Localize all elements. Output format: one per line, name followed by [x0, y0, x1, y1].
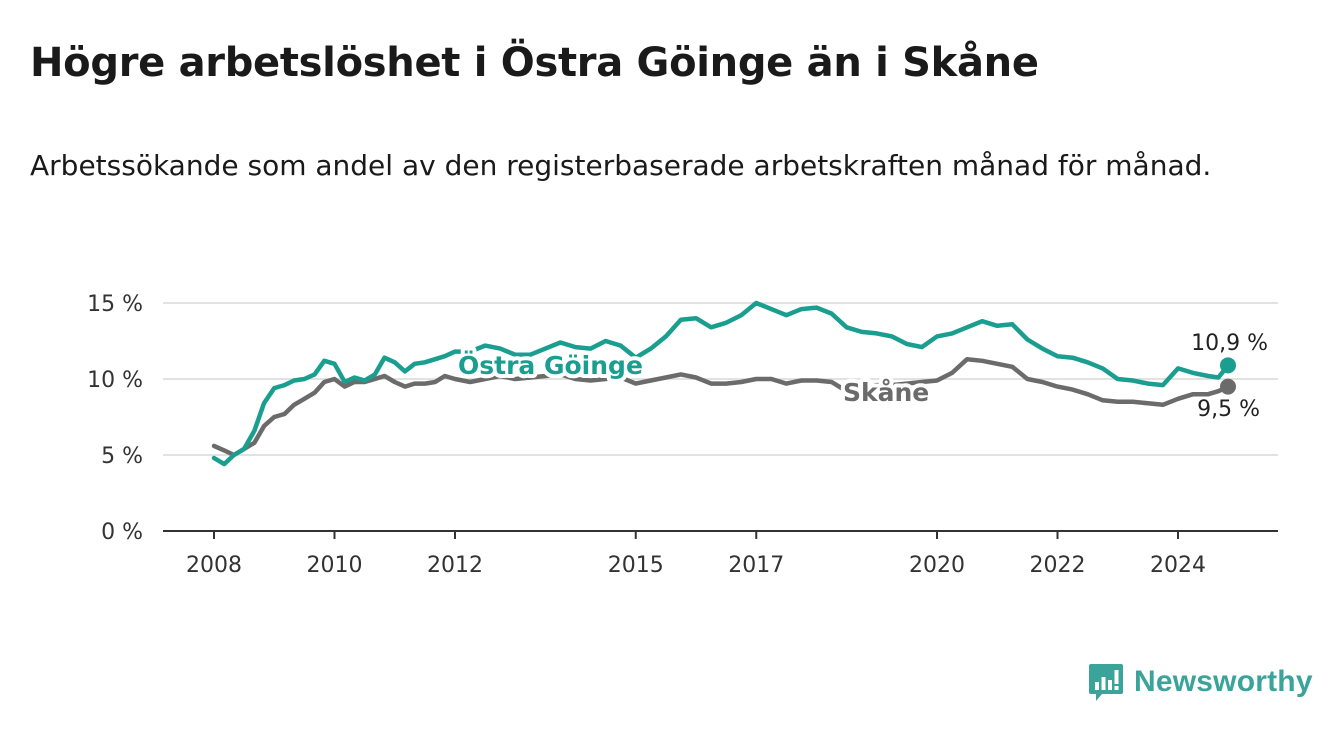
chart-title: Högre arbetslöshet i Östra Göinge än i S…: [30, 40, 1039, 86]
x-tick-label-2022: 2022: [1029, 553, 1085, 578]
end-value-label-ostra-goinge: 10,9 %: [1191, 331, 1268, 356]
series-lines: [211, 300, 1236, 467]
y-tick-label-10: 10 %: [87, 368, 143, 393]
newsworthy-logo-icon: [1089, 664, 1123, 701]
series-label-skane: Skåne: [843, 378, 929, 407]
x-tick-label-2015: 2015: [608, 553, 664, 578]
end-point-ostra-goinge: [1220, 357, 1236, 374]
y-tick-label-15: 15 %: [87, 292, 143, 317]
x-tick-label-2020: 2020: [909, 553, 965, 578]
newsworthy-logo: Newsworthy: [1088, 660, 1313, 704]
series-line-ostra-goinge: [211, 300, 1231, 467]
y-tick-label-0: 0 %: [101, 520, 143, 545]
series-label-ostra-goinge: Östra Göinge: [458, 350, 643, 380]
x-tick-label-2012: 2012: [427, 553, 483, 578]
series-label-skane-halo: Skåne: [843, 378, 929, 407]
chart-subtitle: Arbetssökande som andel av den registerb…: [30, 149, 1212, 182]
grid-lines: [163, 302, 1278, 532]
end-value-label-skane: 9,5 %: [1197, 397, 1260, 422]
series-line-skane: [211, 356, 1231, 458]
end-point-skane: [1220, 378, 1236, 395]
y-axis-ticks: 0 % 5 % 10 % 15 %: [87, 292, 143, 545]
y-tick-label-5: 5 %: [101, 444, 143, 469]
x-tick-label-2010: 2010: [306, 553, 362, 578]
x-tick-label-2024: 2024: [1150, 553, 1206, 578]
series-label-ostra-goinge-halo: Östra Göinge: [458, 350, 643, 380]
brand-name: Newsworthy: [1134, 665, 1313, 698]
x-tick-label-2017: 2017: [728, 553, 784, 578]
x-axis-ticks: 2008 2010 2012 2015 2017 2020 2022 2024: [186, 531, 1206, 578]
x-tick-label-2008: 2008: [186, 553, 242, 578]
